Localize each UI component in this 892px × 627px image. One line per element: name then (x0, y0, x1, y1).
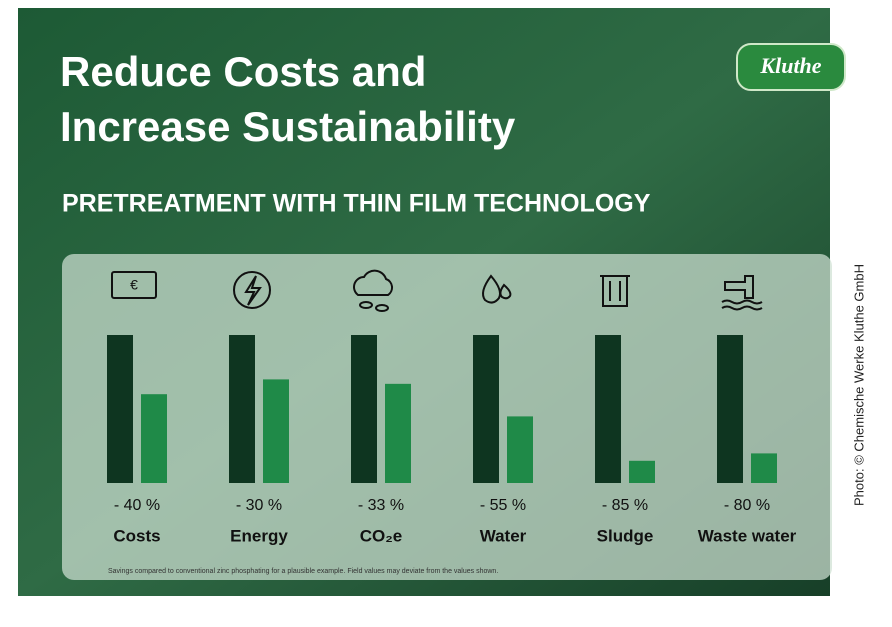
bar (385, 384, 411, 483)
value-label: - 40 % (114, 497, 160, 514)
category-label: CO₂e (360, 526, 403, 545)
category-label: Sludge (597, 526, 654, 545)
value-label: - 30 % (236, 497, 282, 514)
footnote: Savings compared to conventional zinc ph… (108, 568, 498, 575)
bar (263, 379, 289, 483)
bar (507, 416, 533, 483)
infographic: Reduce Costs and Increase Sustainability… (0, 0, 892, 622)
bar (351, 335, 377, 483)
bar (751, 453, 777, 483)
svg-text:€: € (130, 277, 138, 293)
bar (473, 335, 499, 483)
category-label: Energy (230, 526, 288, 545)
category-label: Costs (113, 526, 160, 545)
bar (717, 335, 743, 483)
bar (141, 394, 167, 483)
value-label: - 80 % (724, 497, 770, 514)
title-line: Reduce Costs and (60, 48, 426, 95)
bar (595, 335, 621, 483)
bar (629, 461, 655, 483)
bar (229, 335, 255, 483)
subtitle: PRETREATMENT WITH THIN FILM TECHNOLOGY (62, 190, 651, 218)
value-label: - 33 % (358, 497, 404, 514)
value-label: - 85 % (602, 497, 648, 514)
value-label: - 55 % (480, 497, 526, 514)
bar (107, 335, 133, 483)
title-line: Increase Sustainability (60, 103, 516, 150)
logo: Kluthe (759, 53, 821, 78)
photo-credit: Photo: © Chemische Werke Kluthe GmbH (851, 264, 866, 506)
category-label: Waste water (698, 526, 797, 545)
category-label: Water (480, 526, 527, 545)
